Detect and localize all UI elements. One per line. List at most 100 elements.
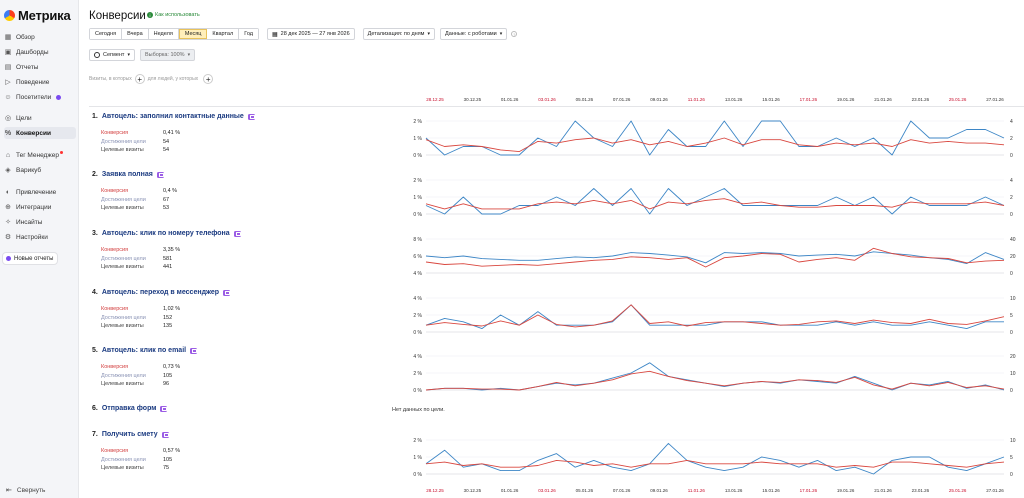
date-tick-label: 03.01.26 <box>538 97 556 102</box>
date-tick-label: 27.01.26 <box>986 488 1004 493</box>
sidebar-item-reports[interactable]: ▤ Отчеты <box>4 63 39 72</box>
goal-metrics: Конверсия 0,57 % Достижения цели 105 Целевые… <box>101 447 180 473</box>
reaches-series-line <box>425 304 1004 330</box>
robots-dropdown[interactable]: Данные: с роботами ▾ <box>439 28 508 40</box>
metric-label: Конверсия <box>101 130 129 137</box>
info-icon: i <box>147 12 153 18</box>
howto-link[interactable]: i Как использовать <box>147 12 200 18</box>
metric-value: 1,02 % <box>163 306 181 313</box>
metric-reaches: Достижения цели 105 <box>101 456 180 465</box>
add-people-filter-button[interactable]: + <box>203 74 214 84</box>
y-right-tick-label: 2 <box>1010 195 1013 201</box>
y-left-tick-label: 0 % <box>413 330 422 336</box>
page-title: Конверсии <box>89 10 146 22</box>
logo[interactable]: Метрика <box>4 7 71 23</box>
date-tick-label: 03.01.26 <box>538 488 556 493</box>
date-tick-label: 07.01.26 <box>612 488 631 493</box>
period-quarter[interactable]: Квартал <box>207 29 240 39</box>
goal-chart[interactable]: 4 % 10 2 % 5 0 % 0 <box>402 294 1024 336</box>
date-range-button[interactable]: ▦ 28 дек 2025 — 27 янв 2026 <box>266 28 355 40</box>
sidebar-item-overview[interactable]: ▦ Обзор <box>4 33 35 42</box>
sidebar-item-insights[interactable]: ✧ Инсайты <box>5 218 43 227</box>
metric-label: Достижения цели <box>101 372 146 379</box>
sample-dropdown[interactable]: Выборка: 100% ▾ <box>139 49 196 61</box>
date-tick-label: 15.01.26 <box>762 488 780 493</box>
sidebar-item-dashboards[interactable]: ▣ Дашборды <box>4 48 49 57</box>
date-tick-label: 28.12.25 <box>426 97 444 102</box>
period-week[interactable]: Неделя <box>148 29 179 39</box>
y-left-tick-label: 1 % <box>413 195 422 201</box>
y-left-tick-label: 6 % <box>413 254 422 260</box>
goal-type-icon <box>233 230 241 237</box>
metric-visits: Целевые визиты 53 <box>101 204 177 213</box>
goal-title[interactable]: 7. Получить смету <box>92 431 169 438</box>
goal-number: 6. <box>92 405 98 412</box>
metric-reaches: Достижения цели 581 <box>101 255 180 264</box>
metric-label: Достижения цели <box>101 138 146 145</box>
segment-icon <box>94 52 100 58</box>
goal-type-icon <box>156 171 164 178</box>
goal-title[interactable]: 4. Автоцель: переход в мессенджер <box>92 289 231 296</box>
goal-title[interactable]: 6. Отправка форм <box>92 405 168 412</box>
new-reports-button[interactable]: Новые отчеты <box>2 252 58 265</box>
reaches-series-line <box>425 251 1005 265</box>
date-tick-label: 01.01.26 <box>500 97 519 102</box>
goal-title[interactable]: 3. Автоцель: клик по номеру телефона <box>92 230 241 237</box>
goal-chart[interactable]: 4 % 20 2 % 10 0 % 0 <box>402 352 1024 394</box>
goal-number: 2. <box>92 171 98 178</box>
sidebar-item-varioqub[interactable]: ◈ Варикуб <box>5 166 42 175</box>
detail-dropdown[interactable]: Детализация: по дням ▾ <box>362 28 435 40</box>
date-tick-label: 09.01.26 <box>650 97 668 102</box>
metric-label: Достижения цели <box>101 456 146 463</box>
goal-chart[interactable]: 2 % 4 1 % 2 0 % 0 <box>402 176 1024 218</box>
reaches-series-line <box>425 362 1005 391</box>
metric-label: Конверсия <box>101 448 129 455</box>
segment-dropdown[interactable]: Сегмент ▾ <box>89 49 135 61</box>
y-left-tick-label: 2 % <box>413 178 422 184</box>
goal-title[interactable]: 1. Автоцель: заполнил контактные данные <box>92 113 255 120</box>
sidebar-item-behavior[interactable]: ▷ Поведение <box>5 78 50 87</box>
y-left-tick-label: 2 % <box>413 371 422 377</box>
sidebar-item-visitors[interactable]: ☺ Посетители <box>4 91 76 103</box>
period-yesterday[interactable]: Вчера <box>122 29 149 39</box>
help-icon[interactable]: ? <box>511 31 518 37</box>
metric-value: 0,41 % <box>163 130 181 137</box>
segment-toolbar: Сегмент ▾ Выборка: 100% ▾ <box>89 49 200 61</box>
add-visit-filter-button[interactable]: + <box>134 74 145 84</box>
metric-value: 75 <box>163 465 170 472</box>
metric-value: 0,57 % <box>163 448 181 455</box>
y-left-tick-label: 8 % <box>413 237 422 243</box>
sidebar-item-acquisition[interactable]: ◐ Привлечение <box>5 188 57 196</box>
metric-visits: Целевые визиты 96 <box>101 380 180 389</box>
sidebar-item-integrations[interactable]: ⊕ Интеграции <box>5 203 52 212</box>
y-right-tick-label: 0 <box>1010 153 1013 159</box>
goal-chart[interactable]: 2 % 10 1 % 5 0 % 0 <box>402 436 1024 478</box>
period-month[interactable]: Месяц <box>178 29 208 39</box>
sidebar-item-conversions[interactable]: % Конверсии <box>4 127 76 139</box>
y-right-tick-label: 2 <box>1010 136 1013 142</box>
sidebar-item-settings[interactable]: ⚙ Настройки <box>4 233 48 242</box>
metric-label: Достижения цели <box>101 255 146 262</box>
metric-label: Конверсия <box>101 306 129 313</box>
sidebar-item-goals[interactable]: ◎ Цели <box>4 114 32 123</box>
goal-title[interactable]: 2. Заявка полная <box>92 171 164 178</box>
y-left-tick-label: 0 % <box>413 472 422 478</box>
date-tick-label: 25.01.26 <box>948 97 967 102</box>
goal-number: 7. <box>92 431 98 438</box>
bulb-icon: ✧ <box>5 219 11 226</box>
y-right-tick-label: 0 <box>1010 271 1013 277</box>
date-tick-label: 25.01.26 <box>948 488 967 493</box>
collapse-sidebar-button[interactable]: ⇤ Свернуть <box>6 486 46 495</box>
sidebar-item-tag-manager[interactable]: ⌂ Тег Менеджер <box>4 149 76 161</box>
y-right-tick-label: 4 <box>1010 119 1013 125</box>
conversion-series-line <box>425 459 1005 468</box>
period-year[interactable]: Год <box>239 29 258 39</box>
y-right-tick-label: 10 <box>1010 371 1016 377</box>
period-today[interactable]: Сегодня <box>90 29 123 39</box>
goal-chart[interactable]: 8 % 40 6 % 20 4 % 0 <box>402 235 1024 277</box>
goal-chart[interactable]: 2 % 4 1 % 2 0 % 0 <box>402 117 1024 159</box>
reaches-series-line <box>425 188 1005 215</box>
new-badge-icon <box>56 94 62 100</box>
goal-title[interactable]: 5. Автоцель: клик по email <box>92 347 198 354</box>
metric-conversion: Конверсия 0,57 % <box>101 447 180 456</box>
